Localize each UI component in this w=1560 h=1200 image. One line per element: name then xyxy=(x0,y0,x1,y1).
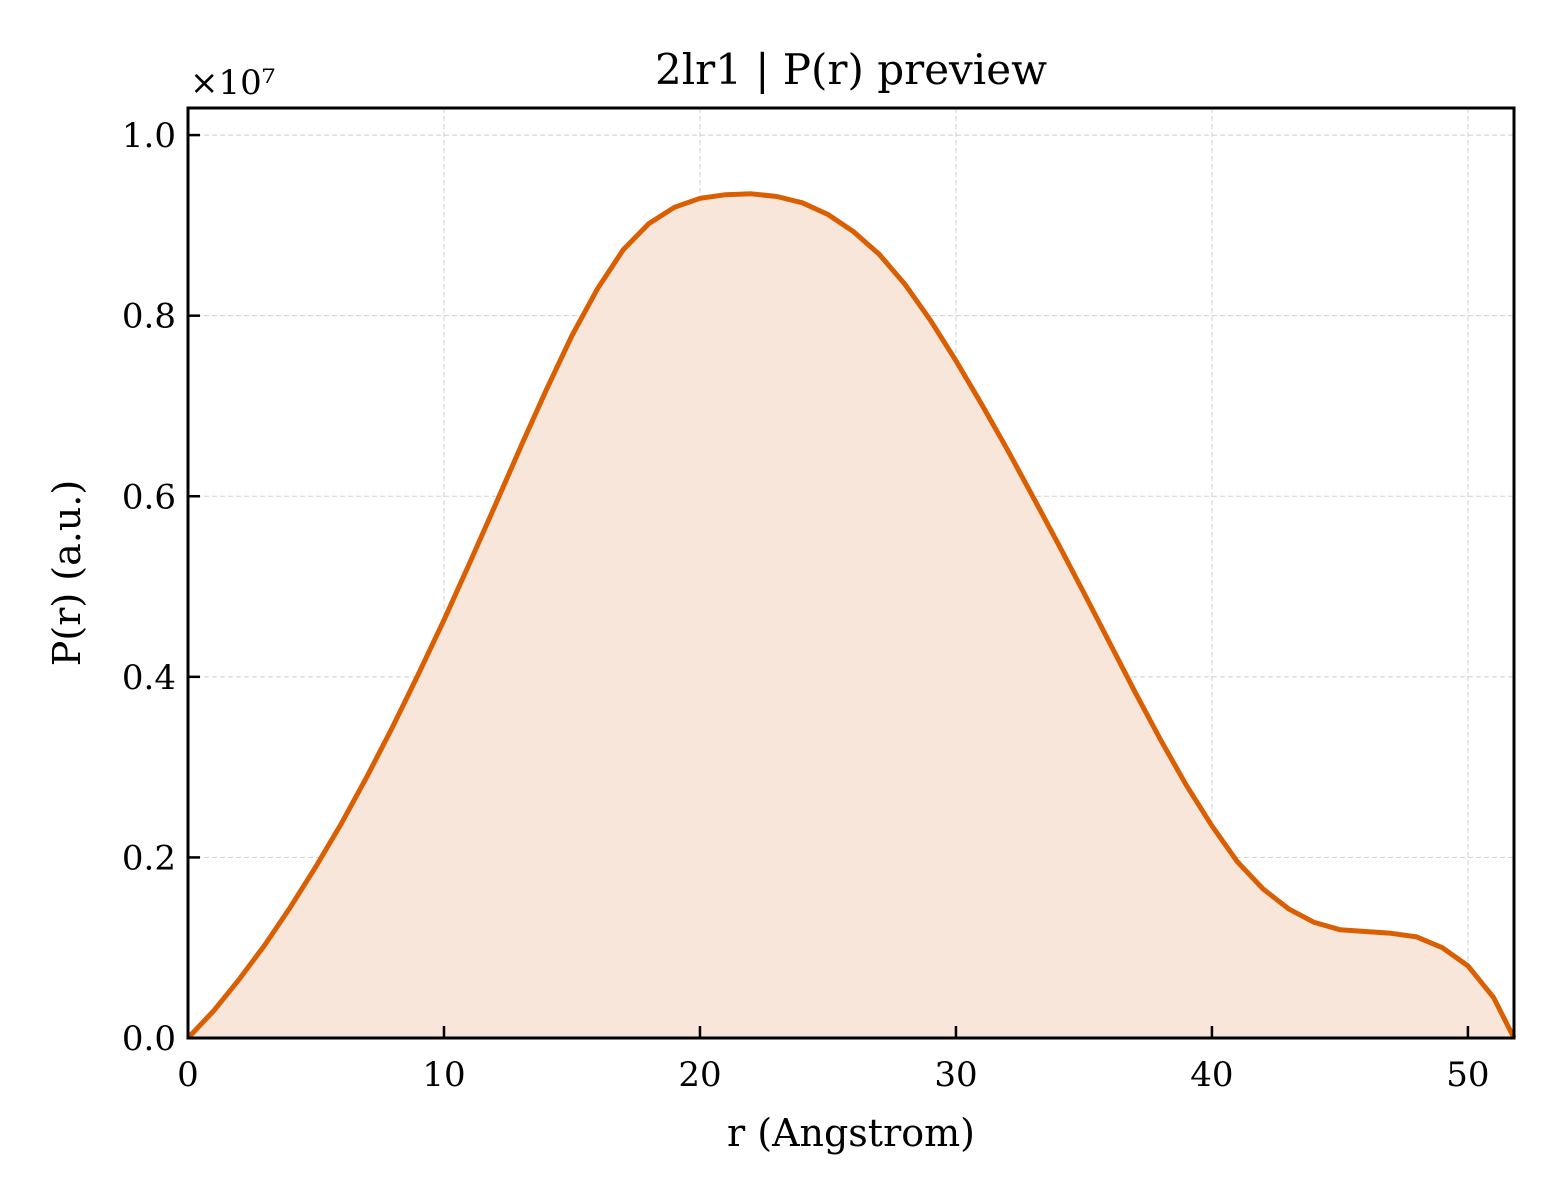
x-tick-label: 50 xyxy=(1446,1055,1489,1095)
area-fill xyxy=(188,193,1514,1039)
x-axis-title: r (Angstrom) xyxy=(727,1111,975,1155)
x-tick-label: 30 xyxy=(934,1055,977,1095)
y-offset-label: ×10⁷ xyxy=(190,63,275,103)
x-tick-label: 10 xyxy=(422,1055,465,1095)
series-line xyxy=(186,191,1517,1040)
y-tick-label: 0.8 xyxy=(122,297,176,337)
ticks xyxy=(186,133,1470,1040)
y-axis-title: P(r) (a.u.) xyxy=(45,480,89,666)
y-tick-label: 0.4 xyxy=(122,658,176,698)
x-tick-label: 20 xyxy=(678,1055,721,1095)
x-tick-label: 40 xyxy=(1190,1055,1233,1095)
y-tick-label: 1.0 xyxy=(122,116,176,156)
y-tick-label: 0.2 xyxy=(122,838,176,878)
y-tick-label: 0.0 xyxy=(122,1019,176,1059)
x-tick-label: 0 xyxy=(177,1055,199,1095)
chart-title: 2lr1 | P(r) preview xyxy=(655,45,1047,94)
tick-labels: 0 10 20 30 40 50 0.0 0.2 0.4 0.6 0.8 1.0 xyxy=(122,116,1490,1095)
y-tick-label: 0.6 xyxy=(122,477,176,517)
plot-frame xyxy=(186,106,1516,1040)
